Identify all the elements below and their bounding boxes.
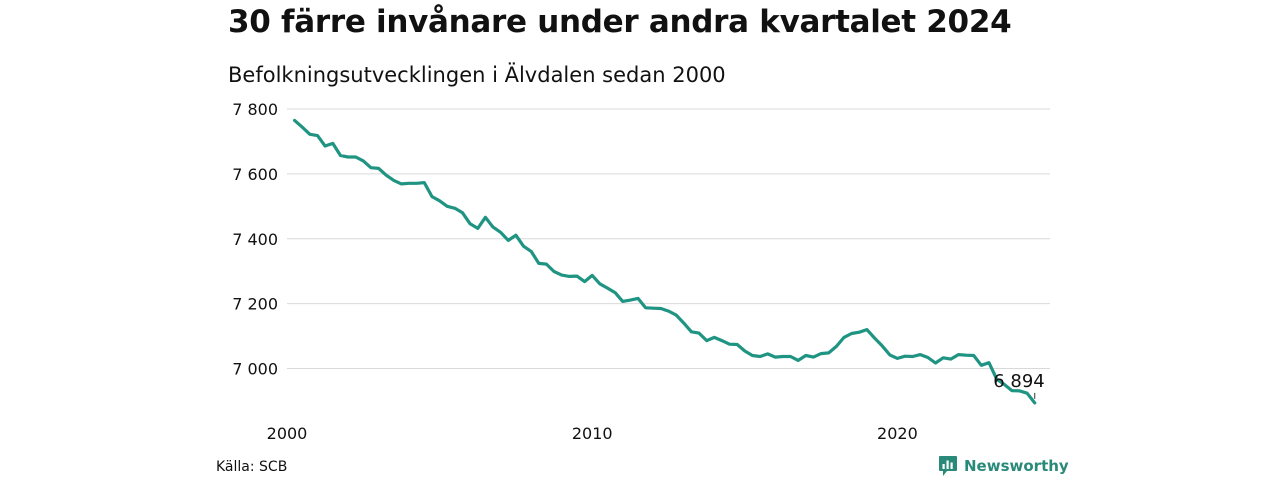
y-tick-label: 7 600 [232, 165, 278, 184]
chart-title: 30 färre invånare under andra kvartalet … [228, 4, 1012, 40]
x-tick-label: 2010 [572, 424, 613, 443]
y-tick-label: 7 200 [232, 295, 278, 314]
brand-name: Newsworthy [964, 457, 1069, 475]
end-value-label: 6 894 [993, 371, 1045, 392]
chart-subtitle: Befolkningsutvecklingen i Älvdalen sedan… [228, 63, 726, 87]
line-chart: 7 000 7 200 7 400 7 600 7 800 2000 2010 2020 6 8… [232, 100, 1050, 443]
x-tick-label: 2000 [267, 424, 308, 443]
series-line [293, 118, 1037, 405]
y-tick-label: 7 400 [232, 230, 278, 249]
x-tick-label: 2020 [877, 424, 918, 443]
brand-logo: Newsworthy [938, 455, 1069, 477]
bar-chart-icon [939, 456, 957, 476]
source-note: Källa: SCB [216, 459, 288, 475]
y-tick-label: 7 000 [232, 360, 278, 379]
y-tick-label: 7 800 [232, 100, 278, 119]
